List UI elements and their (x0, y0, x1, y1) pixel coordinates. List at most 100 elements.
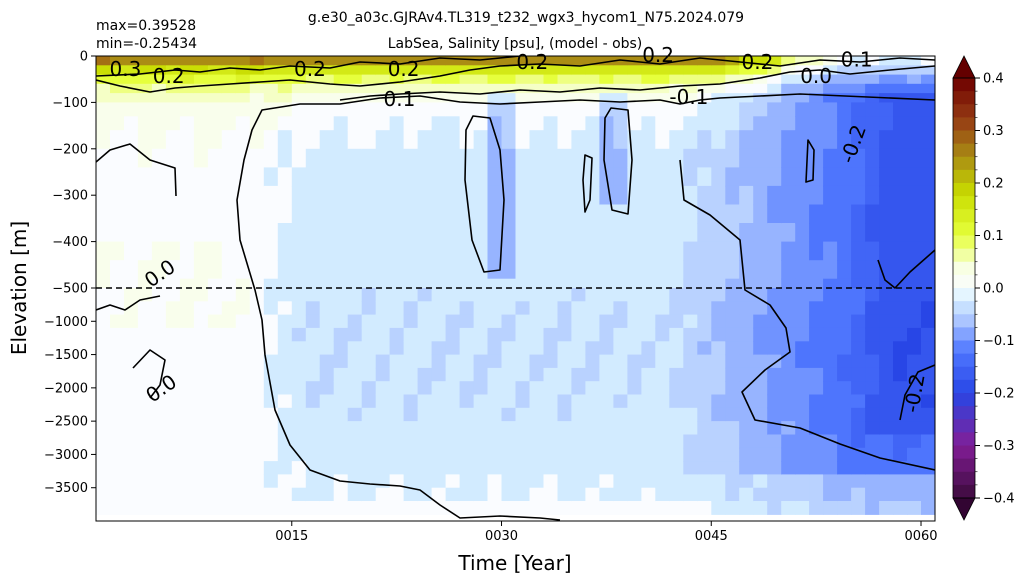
contour-label: 0.0 (800, 64, 832, 88)
heatmap-cell (893, 65, 908, 76)
heatmap-cell (907, 116, 922, 131)
heatmap-cell (389, 394, 405, 409)
heatmap-cell (124, 102, 139, 117)
heatmap-cell (110, 185, 125, 206)
heatmap-cell (277, 461, 293, 475)
heatmap-cell (291, 260, 307, 280)
heatmap-cell (403, 447, 419, 462)
heatmap-cell (96, 421, 111, 435)
heatmap-cell (445, 447, 461, 462)
heatmap-cell (487, 381, 503, 396)
heatmap-cell (781, 487, 796, 502)
heatmap-cell (487, 83, 503, 94)
heatmap-cell (277, 278, 293, 289)
heatmap-cell (207, 301, 223, 316)
heatmap-cell (235, 421, 251, 435)
heatmap-cell (459, 102, 475, 117)
heatmap-cell (473, 278, 489, 289)
heatmap-cell (473, 314, 489, 329)
heatmap-cell (515, 93, 531, 103)
heatmap-cell (263, 474, 279, 489)
heatmap-cell (837, 185, 852, 206)
heatmap-cell (809, 301, 824, 316)
heatmap-cell (795, 367, 810, 382)
heatmap-cell (263, 83, 279, 94)
heatmap-cell (515, 185, 531, 206)
heatmap-cell (557, 65, 573, 76)
heatmap-cell (110, 327, 125, 342)
heatmap-cell (753, 354, 768, 369)
heatmap-cell (529, 501, 545, 515)
heatmap-cell (487, 314, 503, 329)
heatmap-cell (655, 130, 670, 150)
heatmap-cell (277, 314, 293, 329)
heatmap-cell (753, 421, 768, 435)
heatmap-cell (487, 260, 503, 280)
heatmap-cell (571, 394, 586, 409)
contour-line (582, 154, 593, 213)
heatmap-cell (375, 394, 391, 409)
heatmap-cell (263, 367, 279, 382)
heatmap-cell (151, 74, 167, 85)
heatmap-cell (151, 407, 167, 422)
heatmap-cell (613, 434, 628, 449)
heatmap-cell (557, 461, 573, 475)
heatmap-cell (613, 421, 628, 435)
heatmap-cell (221, 278, 237, 289)
heatmap-cell (193, 434, 209, 449)
heatmap-cell (879, 204, 894, 224)
heatmap-cell (571, 421, 586, 435)
heatmap-cell (851, 260, 866, 280)
heatmap-cell (809, 434, 824, 449)
heatmap-cell (529, 185, 545, 206)
heatmap-cell (669, 288, 684, 302)
heatmap-cell (347, 461, 363, 475)
heatmap-cell (137, 116, 153, 131)
heatmap-cell (837, 288, 852, 302)
heatmap-cell (473, 487, 489, 502)
heatmap-cell (361, 314, 377, 329)
heatmap-cell (907, 65, 922, 76)
heatmap-cell (683, 278, 698, 289)
heatmap-cell (165, 394, 181, 409)
heatmap-cell (711, 116, 726, 131)
heatmap-cell (823, 461, 838, 475)
heatmap-cell (515, 447, 531, 462)
heatmap-cell (627, 83, 642, 94)
heatmap-cell (655, 447, 670, 462)
heatmap-cell (697, 130, 712, 150)
heatmap-cell (403, 327, 419, 342)
heatmap-cell (179, 241, 195, 261)
heatmap-cell (585, 354, 600, 369)
heatmap-cell (193, 474, 209, 489)
colorbar-tick-label: 0.2 (983, 177, 1004, 192)
heatmap-cell (179, 102, 195, 117)
heatmap-cell (543, 367, 559, 382)
heatmap-cell (641, 223, 656, 243)
heatmap-cell (151, 260, 167, 280)
heatmap-cell (375, 447, 391, 462)
heatmap-cell (193, 288, 209, 302)
heatmap-cell (277, 260, 293, 280)
heatmap-cell (291, 487, 307, 502)
heatmap-cell (445, 461, 461, 475)
heatmap-cell (193, 381, 209, 396)
heatmap-cell (445, 367, 461, 382)
heatmap-cell (921, 65, 935, 76)
heatmap-cell (599, 447, 614, 462)
heatmap-cell (823, 421, 838, 435)
heatmap-cell (515, 288, 531, 302)
heatmap-cell (389, 301, 405, 316)
heatmap-cell (529, 367, 545, 382)
heatmap-cell (627, 447, 642, 462)
heatmap-cell (487, 394, 503, 409)
heatmap-cell (613, 301, 628, 316)
heatmap-cell (207, 474, 223, 489)
heatmap-cell (445, 278, 461, 289)
heatmap-cell (221, 447, 237, 462)
heatmap-cell (319, 116, 335, 131)
heatmap-cell (333, 93, 349, 103)
heatmap-cell (249, 93, 265, 103)
heatmap-cell (235, 487, 251, 502)
heatmap-cell (669, 447, 684, 462)
